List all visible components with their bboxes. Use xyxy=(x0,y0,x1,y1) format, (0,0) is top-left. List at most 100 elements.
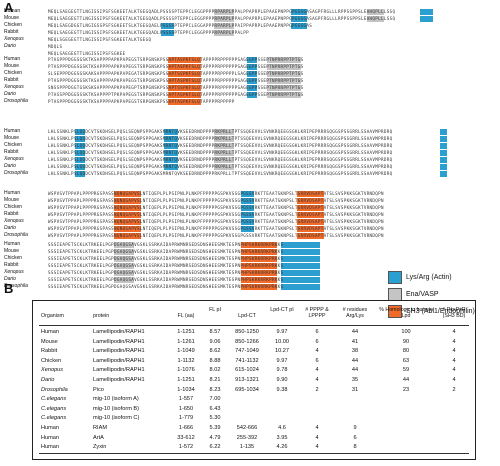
table-cell: 1-1132 xyxy=(177,357,195,364)
sequence-track: SSSIEAPETSCKLKTRKEELPGPDGAQGSAVGSKLSSRKA… xyxy=(48,241,480,248)
species-label: Chicken xyxy=(4,142,23,148)
table-cell: 6 xyxy=(315,357,319,364)
table-row: C.elegans mig-10 (isoform C) 1-779 5.30 xyxy=(33,414,475,423)
alignment-row: Chicken SSSIEAPETSCKLKTRKEELPGPDGAQGSAVGS… xyxy=(4,255,496,262)
species-label: Human xyxy=(4,8,21,14)
table-cell: Lamellipodin/RAPH1 xyxy=(93,377,145,383)
highlight-sh3 xyxy=(297,190,324,197)
highlight-ena-vasp xyxy=(114,276,135,283)
table-header-cell: % Homology to human Lpd xyxy=(379,307,433,319)
highlight-lys-arg xyxy=(240,211,255,218)
highlight-lys-arg xyxy=(280,276,321,283)
table-cell: Drosophila xyxy=(41,386,68,393)
table-cell: 9.97 xyxy=(276,329,288,335)
sequence-text: PTASPPPDGGSGSKTKSAPPPPAPKPAPEGSTSRPGNSKP… xyxy=(48,63,304,69)
table-cell: 1-666 xyxy=(178,425,194,431)
sequence-track: LHLSSNKLPSLQQDCVTSKDHSELPQSLSEQNPSPPGAKS… xyxy=(48,149,480,156)
highlight-lys-arg xyxy=(440,170,447,177)
table-cell: Xenopus xyxy=(41,367,64,374)
species-label: Human xyxy=(4,56,21,62)
alignment-row: Human WSPVSVTPPAPLPPPPRGSPASSNQNQGAPVSLNT… xyxy=(4,190,496,197)
table-cell: 5.39 xyxy=(209,425,221,431)
table-cell: 63 xyxy=(402,357,410,364)
alignment-row: Xenopus WSPVSVTPPAPLPPPPRGSPASSNQNQGAPVSL… xyxy=(4,218,496,225)
table-cell: 8.23 xyxy=(209,386,221,393)
table-cell: 1-1261 xyxy=(177,338,195,345)
table-cell: 542-666 xyxy=(236,425,258,431)
table-cell: 9.38 xyxy=(276,386,288,393)
highlight-sh3 xyxy=(114,225,142,232)
highlight-ena-vasp xyxy=(367,8,384,15)
species-label: Xenopus xyxy=(4,84,24,90)
species-label: Xenopus xyxy=(4,269,24,275)
sequence-track: WSPVSVTPPAPLPPPPRGSPASSNQNQGAPVSLNTIQEPL… xyxy=(48,218,480,225)
sequence-text: SSSIEAPETSCKLKTRKEELPGPDGAQGSAVGSKLSSRKA… xyxy=(48,283,284,289)
table-cell: ArtA xyxy=(93,434,104,441)
species-label: Chicken xyxy=(4,204,23,210)
sequence-track: SLSEPPPDGGSGSKAKSAPPPPAPKPAPEGATSRPGNSKP… xyxy=(48,70,480,77)
table-cell: 850-1250 xyxy=(235,329,259,335)
alignment-block-1: Human MEQLSAEGEGTTLNGISSIPSFSGKEETALKTGEG… xyxy=(4,8,496,57)
table-header-cell: # PPPP & LPPPP xyxy=(305,307,329,319)
species-label: Rabbit xyxy=(4,29,19,35)
sequence-text: PTASSPPDGGSSSKTKSAPPPPTPKPAPEGSTSRPGNSKP… xyxy=(48,91,304,97)
table-cell: 6 xyxy=(353,434,357,441)
highlight-lys-arg xyxy=(240,190,255,197)
species-label: Mouse xyxy=(4,63,20,69)
table-cell: Lamellipodin/RAPH1 xyxy=(93,338,145,345)
table-row: Human Zyxin 1-572 6.22 1-135 4.26 4 8 xyxy=(33,443,475,452)
sequence-track: MEQLSAEGEGTTLNGISSIPSFSGKEETALKTGEGQADLP… xyxy=(48,29,480,36)
sequence-track: MDQLS xyxy=(48,44,480,50)
highlight-lys-arg xyxy=(160,22,175,29)
sequence-track: WSPVSVTPPAPLPPPPRGSPASSNQNQGAPVSLNTIQEPL… xyxy=(48,197,480,204)
highlight-sh3 xyxy=(240,241,278,248)
legend-label-lys-arg: Lys/Arg (Actin) xyxy=(406,273,452,281)
table-header-cell: Organism xyxy=(41,313,64,319)
table-cell: 1-779 xyxy=(178,415,194,422)
sequence-track: PTASPPPDGGSGSKTKSAPPPPAPKPAPEGSTSRPGNSKP… xyxy=(48,56,480,63)
highlight-lys-arg xyxy=(74,156,85,163)
highlight-ena-vasp xyxy=(114,269,135,276)
highlight-lys-arg xyxy=(74,142,85,149)
highlight-ena-vasp xyxy=(267,70,301,77)
highlight-ena-vasp xyxy=(267,56,301,63)
table-row: Human ArtA 33-612 4.79 255-392 3.95 4 6 xyxy=(33,434,475,443)
table-cell: Human xyxy=(41,434,60,441)
alignment-row: Xenopus SNSSPPPDGGTGSKSKSAPPPPAPKPAPEGPTS… xyxy=(4,84,496,91)
table-cell: 4 xyxy=(315,434,319,441)
species-label: Rabbit xyxy=(4,262,19,268)
table-cell: mig-10 (isoform B) xyxy=(93,405,140,412)
table-cell: 6 xyxy=(315,329,319,335)
highlight-lys-arg xyxy=(290,8,308,15)
species-label: Human xyxy=(4,190,21,196)
table-cell: 8.57 xyxy=(209,329,221,335)
sequence-text: WSPVSVTPPAPLPPPPRGSPASSNQNQGAPVSLNTIQEPL… xyxy=(48,232,384,238)
table-cell: Human xyxy=(41,329,60,335)
table-cell: 8 xyxy=(353,444,357,451)
table-cell: 33-612 xyxy=(177,434,195,441)
table-cell: 4 xyxy=(452,357,456,364)
highlight-sh3 xyxy=(167,84,201,91)
highlight-sh3 xyxy=(240,269,278,276)
table-row: Mouse Lamellipodin/RAPH1 1-1261 9.06 850-126… xyxy=(33,338,475,347)
species-label: Dario xyxy=(4,91,16,97)
alignment-row: Mouse MEQLSAEGEGTTLNGISSIPSFSGKEETALKTGEG… xyxy=(4,15,496,22)
table-bottom-divider xyxy=(39,453,469,454)
highlight-sh3 xyxy=(297,232,324,239)
table-cell: 695-1034 xyxy=(235,386,259,393)
highlight-lys-arg xyxy=(240,197,255,204)
table-cell: mig-10 (isoform C) xyxy=(93,415,140,422)
sequence-text: PTASPPPDGGSGSKTKSAPPPPAPKPAPEGSTSRPGNSKP… xyxy=(48,77,304,83)
alignment-row: Drosophila SSSIEAPETSCKLKTRKEELPGPDGAQGSA… xyxy=(4,283,496,290)
species-label: Xenopus xyxy=(4,36,24,42)
highlight-lys-arg xyxy=(290,22,308,29)
highlight-lys-arg xyxy=(280,283,321,290)
highlight-lys-arg xyxy=(440,163,447,170)
table-cell: 4.6 xyxy=(278,425,286,431)
highlight-sh3 xyxy=(114,211,142,218)
highlight-sh3 xyxy=(167,56,201,63)
alignment-row: Dario SSSIEAPETSCKLKTRKEELPGPDGAQGSAVGSKL… xyxy=(4,276,496,283)
table-cell: 8.21 xyxy=(209,377,221,383)
data-table: Organism protein FL (aa) FL pI Lpd-CT Lpd-CT … xyxy=(32,300,476,460)
highlight-lys-arg xyxy=(420,8,434,15)
